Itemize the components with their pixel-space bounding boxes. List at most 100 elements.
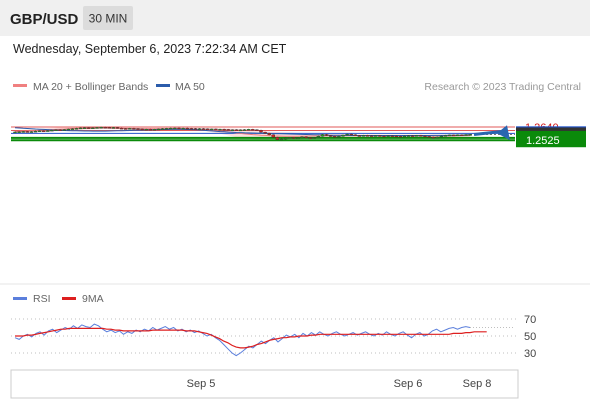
datetime-label: Wednesday, September 6, 2023 7:22:34 AM … [13, 42, 287, 56]
candle-body [136, 128, 140, 130]
candle-body [361, 135, 366, 137]
candle-body [91, 127, 95, 130]
candle-body [353, 134, 357, 136]
candle-body [324, 134, 329, 136]
candle-body [447, 134, 452, 137]
candle-body [21, 131, 25, 133]
candle-body [66, 128, 71, 131]
timeframe-button[interactable] [83, 6, 133, 30]
candle-body [427, 136, 431, 138]
candle-body [271, 134, 275, 138]
candle-body [300, 136, 304, 139]
candle-body [378, 135, 382, 137]
candle-body [205, 128, 210, 131]
candle-body [255, 129, 259, 131]
candle-body [197, 128, 202, 130]
candle-body [37, 130, 42, 132]
candle-body [82, 127, 87, 129]
legend-ma20-label: MA 20 + Bollinger Bands [33, 81, 148, 93]
candle-body [156, 128, 161, 131]
candle-body [443, 135, 448, 137]
legend-ma50-label: MA 50 [175, 81, 205, 93]
level-tag-1.2525 [516, 133, 586, 148]
candle-body [423, 135, 427, 138]
candle-body [452, 134, 456, 137]
x-axis-frame [10, 369, 519, 399]
candle-body [103, 127, 107, 129]
candle-body [189, 128, 194, 130]
candle-body [185, 127, 189, 130]
ma50-line [14, 127, 471, 136]
candle-body [46, 130, 50, 132]
rsi-tick-50: 50 [524, 331, 536, 343]
candle-body [87, 127, 91, 129]
legend-ma50-swatch [156, 84, 170, 87]
price-panel: 1.26401.26101.25851.25751.25451.2525 [0, 122, 590, 285]
candle-body [345, 133, 349, 136]
candle-body [148, 128, 153, 131]
candle-body [50, 129, 54, 132]
candle-body [263, 131, 267, 134]
candle-body [308, 137, 312, 139]
candle-body [296, 137, 300, 140]
candle-body [304, 136, 308, 139]
candle-body [234, 129, 239, 131]
rsi-line [14, 323, 471, 357]
candle-body [160, 128, 165, 130]
candle-body [140, 128, 144, 131]
candle-body [58, 129, 62, 131]
candle-body [370, 135, 374, 137]
candle-body [99, 127, 103, 129]
candle-body [402, 135, 407, 138]
x-tick-sep6: Sep 6 [394, 378, 423, 390]
candle-body [107, 127, 112, 129]
candle-body [70, 128, 75, 130]
x-tick-sep5: Sep 5 [187, 378, 216, 390]
candle-body [25, 131, 29, 133]
candle-body [181, 127, 185, 130]
candle-body [226, 129, 230, 131]
candle-body [283, 137, 288, 140]
source-label: Research © 2023 Trading Central [424, 81, 581, 93]
timeframe-label: 30 MIN [89, 12, 128, 26]
candle-body [411, 135, 415, 137]
candle-body [173, 127, 177, 130]
candle-body [144, 128, 148, 131]
candle-body [386, 135, 390, 137]
candle-body [320, 134, 325, 137]
candle-body [128, 128, 132, 130]
candle-body [111, 127, 116, 129]
candle-body [419, 135, 423, 137]
candle-body [267, 133, 271, 136]
candle-body [337, 135, 341, 138]
candle-body [13, 131, 17, 134]
rsi-tick-70: 70 [524, 314, 536, 326]
candle-body [365, 135, 370, 137]
candle-body [119, 127, 124, 130]
candle-body [33, 130, 38, 133]
candle-body [132, 128, 136, 130]
candle-body [292, 137, 296, 139]
candle-body [214, 128, 218, 131]
candle-body [242, 129, 247, 131]
candle-body [17, 131, 21, 133]
candle-body [390, 135, 394, 137]
legend-9ma-label: 9MA [82, 293, 104, 305]
candle-body [29, 131, 34, 133]
candle-body [415, 135, 419, 137]
candle-body [464, 134, 468, 136]
candle-body [251, 129, 255, 131]
rsi-ma-line [15, 327, 487, 349]
candle-body [275, 137, 280, 140]
candle-body [316, 135, 321, 138]
candle-body [54, 129, 58, 131]
candle-body [431, 136, 435, 139]
candle-body [193, 128, 198, 130]
candle-body [357, 135, 362, 137]
candle-body [95, 127, 99, 129]
legend-rsi-label: RSI [33, 293, 51, 305]
candle-body [210, 128, 214, 131]
candle-body [42, 130, 46, 132]
candle-body [78, 127, 83, 130]
